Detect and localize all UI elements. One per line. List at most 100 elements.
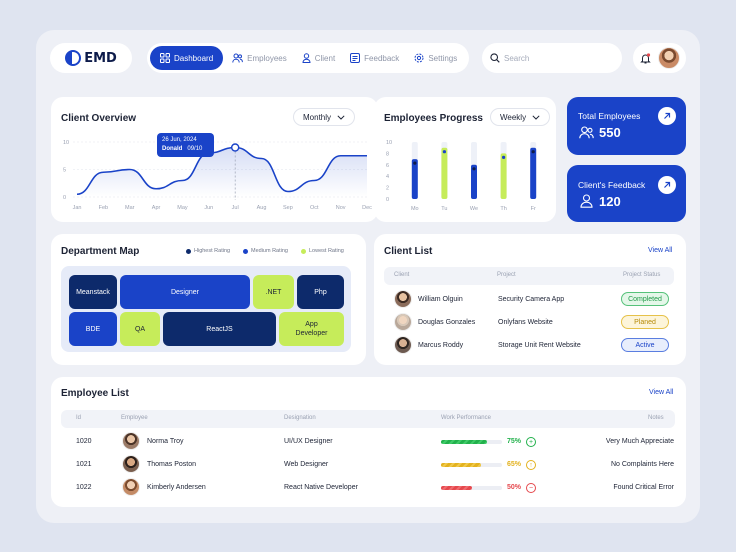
performance-value: 75% xyxy=(507,438,522,445)
x-tick-label: Aug xyxy=(257,205,267,211)
x-tick-label: Jul xyxy=(232,205,239,211)
users-icon xyxy=(232,53,244,63)
y-tick-label: 4 xyxy=(386,174,389,180)
line-series xyxy=(76,146,367,196)
x-tick-label: Jun xyxy=(204,205,213,211)
client-feedback-label: Client's Feedback xyxy=(578,180,646,190)
feedback-icon xyxy=(350,53,361,63)
total-employees-open-button[interactable] xyxy=(658,107,676,125)
logo-text: EMD xyxy=(84,50,117,66)
search-placeholder: Search xyxy=(504,53,530,63)
plus-circle-icon: + xyxy=(526,437,536,447)
employees-progress-title: Employees Progress xyxy=(384,113,483,124)
dept-qa[interactable]: QA xyxy=(120,312,160,346)
dept-meanstack[interactable]: Meanstack xyxy=(69,275,117,309)
employee-name: Norma Troy xyxy=(147,438,184,445)
y-tick-label: 8 xyxy=(386,151,389,157)
performance-bar xyxy=(441,440,502,444)
x-tick-label: May xyxy=(177,205,188,211)
employee-list-card: Employee List View All Id Employee Desig… xyxy=(51,377,686,507)
x-tick-label: Mar xyxy=(125,205,135,211)
nav-settings-label: Settings xyxy=(428,53,458,63)
nav-employees-label: Employees xyxy=(247,53,287,63)
tooltip-date: 26 Jun, 2024 xyxy=(162,137,197,143)
performance-fill xyxy=(441,440,487,444)
nav-dashboard-label: Dashboard xyxy=(174,53,214,63)
search-box[interactable]: Search xyxy=(482,43,622,73)
employee-name: Thomas Poston xyxy=(147,461,197,468)
client-avatar xyxy=(394,290,412,308)
status-badge-planed: Planed xyxy=(621,315,669,329)
client-overview-chart: 10 5 0 Jan Feb Mar Apr May Jun Jul Aug Sep Oct Nov Dec xyxy=(63,140,372,211)
user-area xyxy=(633,43,686,73)
dashboard-frame: EMD Dashboard Employees Client Feedback … xyxy=(36,30,700,523)
col-project-status: Project Status xyxy=(623,272,661,278)
employee-designation: UI/UX Designer xyxy=(284,438,333,445)
performance-bar xyxy=(441,486,502,490)
y-tick-label: 5 xyxy=(63,168,66,174)
col-designation: Designation xyxy=(284,415,316,421)
dept-bde[interactable]: BDE xyxy=(69,312,117,346)
client-table-header: Client Project Project Status xyxy=(384,267,674,285)
client-name: William Olguin xyxy=(418,296,463,303)
arrow-up-right-icon xyxy=(664,112,671,119)
client-list-title: Client List xyxy=(384,246,433,257)
department-map-card: Department Map Highest Rating Medium Rat… xyxy=(51,234,366,365)
dept-designer[interactable]: Designer xyxy=(120,275,250,309)
minus-circle-icon: − xyxy=(526,483,536,493)
x-tick-label: Feb xyxy=(99,205,108,211)
dept-php[interactable]: Php xyxy=(297,275,344,309)
bar-we xyxy=(471,164,477,199)
user-icon xyxy=(302,53,311,63)
y-tick-label: 6 xyxy=(386,163,389,169)
arrow-up-right-icon xyxy=(664,181,671,188)
dept-reactjs[interactable]: ReactJS xyxy=(163,312,276,346)
logo[interactable]: EMD xyxy=(50,43,132,73)
employees-progress-card: Employees Progress Weekly 10 8 6 4 2 0 Mo Tu We T… xyxy=(374,97,556,222)
period-select-weekly[interactable]: Weekly xyxy=(490,108,551,126)
period-label: Monthly xyxy=(303,112,332,122)
y-tick-label: 0 xyxy=(386,197,389,203)
employee-list-view-all-link[interactable]: View All xyxy=(649,389,674,396)
user-avatar[interactable] xyxy=(657,47,680,69)
col-work-performance: Work Performance xyxy=(441,415,491,421)
nav-employees[interactable]: Employees xyxy=(226,46,293,70)
chevron-down-icon xyxy=(337,114,345,120)
employee-id: 1021 xyxy=(76,461,92,468)
x-tick-label: Dec xyxy=(362,205,372,211)
bell-icon[interactable] xyxy=(639,52,651,64)
client-overview-title: Client Overview xyxy=(61,113,137,124)
nav-feedback[interactable]: Feedback xyxy=(344,46,405,70)
client-feedback-card[interactable]: Client's Feedback 120 xyxy=(567,165,686,222)
bar-marker xyxy=(442,150,446,154)
y-tick-label: 10 xyxy=(63,140,69,146)
employee-note: Found Critical Error xyxy=(613,484,674,491)
x-tick-label: Jan xyxy=(73,205,82,211)
client-feedback-open-button[interactable] xyxy=(658,176,676,194)
users-icon xyxy=(579,126,594,139)
employee-designation: React Native Developer xyxy=(284,484,358,491)
col-project: Project xyxy=(497,272,516,278)
nav-dashboard[interactable]: Dashboard xyxy=(150,46,224,70)
bar-marker xyxy=(413,161,417,165)
top-bar: EMD Dashboard Employees Client Feedback … xyxy=(50,43,686,73)
period-select-monthly[interactable]: Monthly xyxy=(293,108,356,126)
gear-icon xyxy=(414,53,424,63)
department-map-title: Department Map xyxy=(61,246,140,257)
col-id: Id xyxy=(76,415,82,421)
employee-avatar xyxy=(122,432,140,450)
total-employees-card[interactable]: Total Employees 550 xyxy=(567,97,686,155)
status-badge-completed: Completed xyxy=(621,292,669,306)
dept-app-developer[interactable]: App Developer xyxy=(279,312,344,346)
bar-marker xyxy=(502,155,506,159)
nav-settings[interactable]: Settings xyxy=(408,46,463,70)
bar-marker xyxy=(472,167,476,171)
client-name: Marcus Roddy xyxy=(418,342,464,349)
main-nav: Dashboard Employees Client Feedback Sett… xyxy=(147,43,469,73)
client-list-view-all-link[interactable]: View All xyxy=(648,247,673,254)
dept-dotnet[interactable]: .NET xyxy=(253,275,294,309)
legend-dot xyxy=(243,248,248,254)
status-badge-active: Active xyxy=(621,338,669,352)
nav-client[interactable]: Client xyxy=(296,46,341,70)
bar-th xyxy=(500,153,507,199)
